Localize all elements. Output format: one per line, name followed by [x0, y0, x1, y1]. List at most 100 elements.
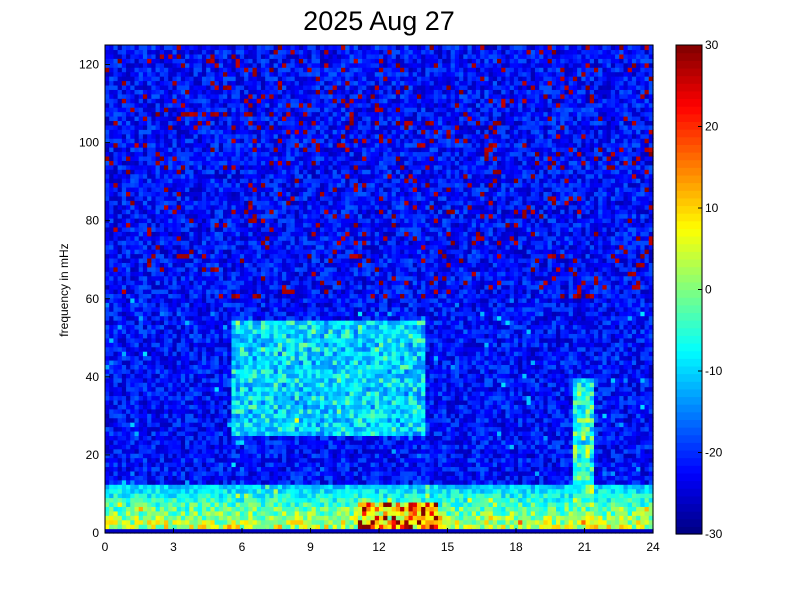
heatmap-cell	[180, 89, 186, 95]
heatmap-cell	[138, 89, 144, 95]
heatmap-cell	[109, 457, 115, 463]
heatmap-cell	[277, 422, 283, 428]
heatmap-cell	[286, 84, 292, 90]
heatmap-cell	[277, 191, 283, 197]
heatmap-cell	[197, 102, 203, 108]
heatmap-cell	[105, 342, 110, 348]
heatmap-cell	[168, 58, 174, 64]
heatmap-cell	[172, 444, 178, 450]
heatmap-cell	[168, 306, 174, 312]
heatmap-cell	[265, 351, 270, 357]
heatmap-cell	[155, 364, 161, 370]
heatmap-cell	[248, 133, 254, 139]
heatmap-cell	[105, 426, 110, 432]
heatmap-cell	[277, 346, 283, 352]
heatmap-cell	[164, 417, 169, 423]
heatmap-cell	[147, 488, 152, 494]
heatmap-cell	[155, 510, 161, 516]
heatmap-cell	[155, 475, 161, 481]
heatmap-cell	[256, 506, 262, 512]
heatmap-cell	[155, 457, 161, 463]
heatmap-cell	[286, 506, 292, 512]
heatmap-cell	[273, 107, 279, 113]
heatmap-cell	[126, 160, 131, 166]
heatmap-cell	[282, 337, 287, 343]
heatmap-cell	[147, 462, 152, 468]
heatmap-cell	[265, 133, 270, 139]
heatmap-cell	[214, 173, 220, 179]
heatmap-cell	[231, 297, 237, 303]
heatmap-cell	[239, 315, 245, 321]
heatmap-cell	[248, 373, 254, 379]
heatmap-cell	[159, 138, 165, 144]
heatmap-cell	[138, 147, 144, 153]
heatmap-cell	[159, 289, 165, 295]
heatmap-cell	[248, 138, 254, 144]
heatmap-cell	[142, 422, 148, 428]
heatmap-cell	[277, 271, 283, 277]
heatmap-cell	[214, 257, 220, 263]
heatmap-cell	[142, 497, 148, 503]
heatmap-cell	[185, 93, 190, 99]
heatmap-cell	[105, 120, 110, 126]
heatmap-cell	[138, 510, 144, 516]
heatmap-cell	[134, 84, 140, 90]
heatmap-cell	[265, 528, 270, 534]
heatmap-cell	[286, 102, 292, 108]
heatmap-cell	[206, 120, 211, 126]
heatmap-cell	[252, 164, 258, 170]
heatmap-cell	[130, 84, 136, 90]
heatmap-cell	[147, 213, 152, 219]
heatmap-cell	[201, 439, 207, 445]
heatmap-cell	[121, 209, 127, 215]
heatmap-cell	[176, 368, 182, 374]
heatmap-cell	[151, 76, 157, 82]
heatmap-cell	[117, 164, 123, 170]
heatmap-cell	[210, 324, 216, 330]
heatmap-cell	[265, 253, 270, 259]
heatmap-cell	[185, 404, 190, 410]
heatmap-cell	[239, 368, 245, 374]
heatmap-cell	[214, 231, 220, 237]
heatmap-cell	[210, 302, 216, 308]
heatmap-cell	[252, 71, 258, 77]
heatmap-cell	[286, 231, 292, 237]
heatmap-cell	[248, 124, 254, 130]
heatmap-cell	[172, 169, 178, 175]
heatmap-cell	[197, 501, 203, 507]
heatmap-cell	[206, 515, 211, 521]
heatmap-cell	[180, 444, 186, 450]
heatmap-cell	[201, 71, 207, 77]
heatmap-cell	[239, 231, 245, 237]
heatmap-cell	[214, 408, 220, 414]
heatmap-cell	[164, 76, 169, 82]
heatmap-cell	[113, 333, 119, 339]
heatmap-cell	[172, 178, 178, 184]
heatmap-cell	[180, 364, 186, 370]
heatmap-cell	[256, 195, 262, 201]
heatmap-cell	[218, 244, 224, 250]
heatmap-cell	[206, 93, 211, 99]
heatmap-cell	[235, 484, 241, 490]
heatmap-cell	[223, 475, 228, 481]
heatmap-cell	[227, 129, 233, 135]
heatmap-cell	[214, 249, 220, 255]
heatmap-cell	[113, 67, 119, 73]
heatmap-cell	[197, 186, 203, 192]
heatmap-cell	[252, 501, 258, 507]
heatmap-cell	[155, 435, 161, 441]
heatmap-cell	[155, 333, 161, 339]
heatmap-cell	[248, 271, 254, 277]
heatmap-cell	[117, 297, 123, 303]
heatmap-cell	[117, 413, 123, 419]
heatmap-cell	[235, 280, 241, 286]
heatmap-cell	[286, 417, 292, 423]
heatmap-cell	[142, 164, 148, 170]
heatmap-cell	[109, 497, 115, 503]
heatmap-cell	[134, 435, 140, 441]
heatmap-cell	[235, 519, 241, 525]
heatmap-cell	[147, 377, 152, 383]
heatmap-cell	[172, 164, 178, 170]
heatmap-cell	[134, 422, 140, 428]
heatmap-cell	[210, 315, 216, 321]
